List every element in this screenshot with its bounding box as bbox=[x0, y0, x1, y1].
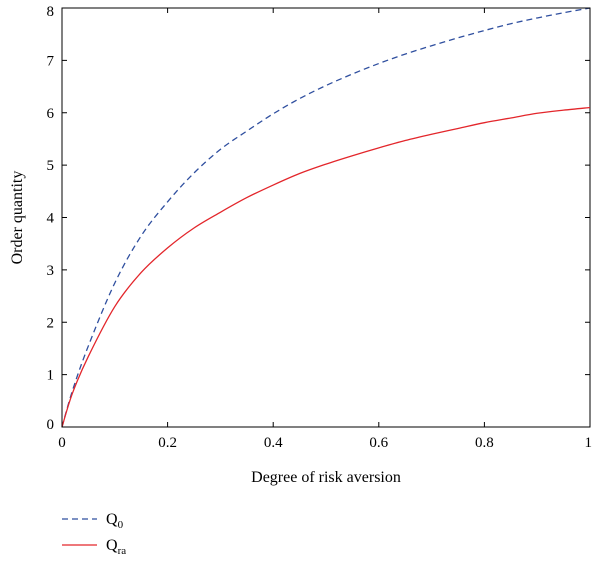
y-axis-label: Order quantity bbox=[9, 171, 26, 265]
x-tick-label: 0.8 bbox=[475, 435, 494, 451]
legend-label: Qra bbox=[106, 537, 126, 557]
y-tick-label: 5 bbox=[47, 158, 55, 174]
series-line-qra bbox=[61, 106, 591, 428]
y-tick-label: 6 bbox=[47, 106, 55, 122]
x-tick-label: 0.2 bbox=[158, 435, 177, 451]
series-line-q0 bbox=[61, 7, 591, 428]
y-tick-label: 2 bbox=[47, 315, 55, 331]
x-tick-label: 0.4 bbox=[264, 435, 283, 451]
y-tick-label: 4 bbox=[47, 211, 55, 227]
x-tick-label: 0.6 bbox=[369, 435, 388, 451]
legend: Q0 Qra bbox=[62, 511, 126, 557]
x-axis-label: Degree of risk aversion bbox=[251, 469, 401, 486]
plot-area bbox=[61, 7, 591, 428]
y-tick-label: 1 bbox=[47, 368, 55, 384]
y-tick-label: 3 bbox=[47, 263, 55, 279]
series-group bbox=[61, 7, 591, 428]
x-tick-label: 1 bbox=[585, 435, 592, 451]
y-tick-label: 7 bbox=[47, 53, 55, 69]
legend-item-qra: Qra bbox=[62, 537, 126, 557]
ticks-group: 0 0.2 0.4 0.6 0.8 1 0 1 2 3 4 5 6 7 8 bbox=[47, 4, 592, 451]
legend-label: Q0 bbox=[106, 511, 124, 531]
x-tick-label: 0 bbox=[58, 435, 66, 451]
y-tick-label: 0 bbox=[47, 417, 55, 433]
axes-frame bbox=[61, 7, 591, 428]
y-tick-label: 8 bbox=[47, 4, 55, 20]
legend-item-q0: Q0 bbox=[62, 511, 124, 531]
